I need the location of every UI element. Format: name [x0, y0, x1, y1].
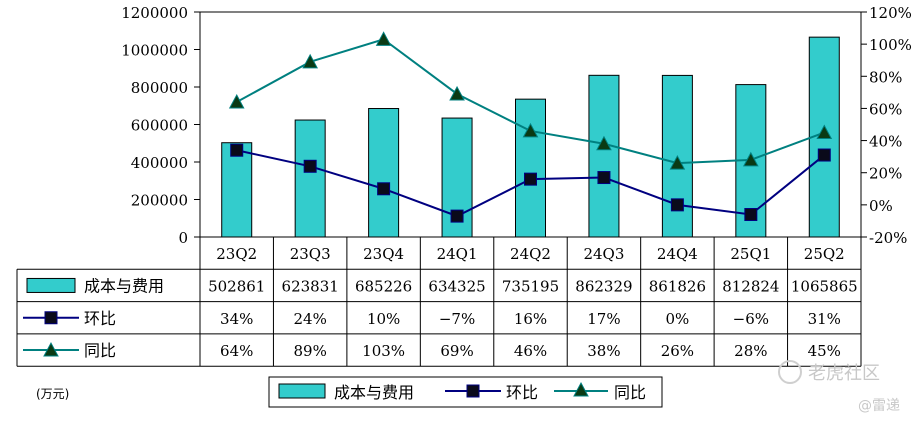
table-cell: 1065865 [791, 277, 858, 295]
point-mom [670, 198, 684, 212]
bars [221, 36, 840, 238]
table-cell: 623831 [282, 277, 339, 295]
table-cell: 31% [808, 310, 841, 328]
unit-label: (万元) [36, 387, 69, 401]
legend-label-yoy: 同比 [614, 383, 646, 402]
y-right-tick-label: 100% [869, 36, 912, 54]
point-yoy [596, 135, 612, 151]
watermark-text: 老虎社区 [808, 363, 880, 384]
x-tick-label: 24Q3 [583, 245, 624, 263]
table-cell: −7% [439, 310, 475, 328]
table-cell: 26% [661, 342, 694, 360]
x-tick-label: 23Q4 [363, 245, 404, 263]
x-tick-label: 24Q1 [437, 245, 478, 263]
y-right-tick-label: 20% [869, 165, 902, 183]
x-tick-label: 24Q2 [510, 245, 551, 263]
point-yoy [375, 31, 392, 46]
point-yoy [302, 53, 319, 69]
table-cell: 10% [367, 310, 400, 328]
bar [294, 119, 326, 238]
table-cell: 862329 [575, 277, 632, 295]
row-key-mom-marker [44, 311, 58, 325]
legend-swatch-yoy-marker [573, 381, 589, 397]
point-mom [744, 208, 758, 221]
watermark: 老虎社区 @雷递 [778, 360, 900, 414]
point-yoy [522, 122, 539, 138]
table-cell: −6% [733, 310, 769, 328]
point-mom [597, 171, 611, 185]
point-mom [524, 172, 537, 186]
point-yoy [742, 151, 759, 167]
table-cell: 17% [587, 310, 620, 328]
table-row-label: 环比 [84, 309, 116, 328]
watermark-logo-icon [778, 360, 802, 384]
table-cell: 685226 [355, 277, 412, 295]
table-row-label: 成本与费用 [84, 276, 164, 295]
point-yoy [816, 124, 833, 140]
lines [228, 31, 833, 223]
x-tick-label: 23Q2 [216, 245, 257, 263]
table-cell: 103% [362, 342, 405, 360]
table-cell: 38% [587, 342, 620, 360]
y-left-tick-label: 0 [178, 229, 188, 247]
bar [368, 108, 400, 238]
y-left-tick-label: 1000000 [121, 42, 188, 60]
legend-label-bar: 成本与费用 [334, 383, 414, 402]
bar [588, 74, 620, 238]
table-cell: 24% [293, 310, 326, 328]
y-left-tick-label: 200000 [131, 192, 188, 210]
legend-swatch-bar [278, 383, 326, 399]
point-mom [817, 148, 831, 162]
table-cell: 861826 [649, 277, 706, 295]
table-row-label: 同比 [84, 341, 116, 360]
y-left-tick-label: 400000 [131, 154, 188, 172]
row-key-bar [26, 277, 76, 293]
x-tick-label: 24Q4 [657, 245, 698, 263]
table-cell: 0% [665, 310, 689, 328]
legend: 成本与费用 环比 同比 [268, 376, 663, 408]
y-right-tick-label: 120% [869, 4, 912, 22]
y-left-tick-label: 800000 [131, 79, 188, 97]
bar [221, 142, 253, 238]
y-left-tick-label: 600000 [131, 117, 188, 135]
table-cell: 64% [220, 342, 253, 360]
point-mom [450, 209, 464, 223]
y-left-tick-label: 1200000 [121, 4, 188, 22]
table-cell: 45% [808, 342, 841, 360]
x-tick-label: 25Q2 [804, 245, 845, 263]
table-cell: 16% [514, 310, 547, 328]
point-mom [230, 143, 244, 157]
table-cell: 69% [440, 342, 473, 360]
y-right-tick-label: 80% [869, 68, 902, 86]
table-cell: 502861 [208, 277, 265, 295]
watermark-sub: @雷递 [858, 398, 900, 414]
table-cell: 735195 [502, 277, 559, 295]
x-tick-label: 25Q1 [730, 245, 771, 263]
y-right-tick-label: 40% [869, 133, 902, 151]
table-cell: 634325 [428, 277, 485, 295]
table-cell: 28% [734, 342, 767, 360]
row-key-yoy-marker [43, 341, 59, 357]
table-cell: 812824 [722, 277, 779, 295]
table-cell: 46% [514, 342, 547, 360]
x-tick-label: 23Q3 [290, 245, 331, 263]
y-right-tick-label: -20% [869, 229, 907, 247]
point-yoy [449, 85, 465, 101]
data-table: 23Q2 23Q3 23Q4 24Q1 24Q2 24Q3 24Q4 25Q1 25Q2 成本与费… [16, 237, 862, 367]
bar [515, 98, 546, 238]
point-yoy [669, 155, 686, 170]
y-right-tick-label: 0% [869, 197, 893, 215]
legend-label-mom: 环比 [506, 383, 538, 402]
legend-swatch-mom-marker [466, 384, 480, 398]
table-cell: 89% [293, 342, 326, 360]
y-right-tick-label: 60% [869, 100, 902, 118]
table-cell: 34% [220, 310, 253, 328]
point-mom [303, 159, 317, 173]
axes: 0 200000 400000 600000 800000 1000000 1200000 -… [121, 4, 912, 247]
point-mom [377, 182, 391, 196]
point-yoy [228, 93, 245, 109]
